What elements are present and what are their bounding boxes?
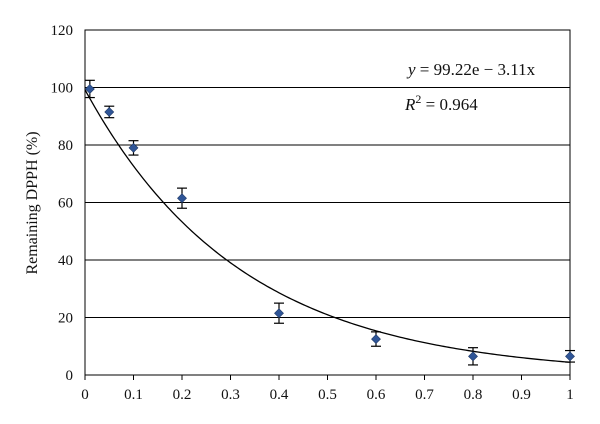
equation-y-var: y (406, 60, 416, 79)
x-tick-label: 0.5 (318, 387, 337, 403)
equation-body: = 99.22e − 3.11x (416, 60, 536, 79)
y-tick-labels: 0 20 40 60 80 100 120 (51, 23, 74, 384)
x-tick-label: 0.3 (221, 387, 240, 403)
data-point (565, 351, 575, 362)
data-point (468, 351, 478, 362)
data-point (371, 334, 381, 344)
r2-value: = 0.964 (421, 95, 478, 114)
y-tick-label: 40 (58, 253, 73, 269)
data-point (177, 193, 187, 204)
x-tick-label: 0.2 (173, 387, 192, 403)
data-point (274, 308, 284, 319)
y-tick-label: 20 (58, 311, 73, 327)
y-tick-label: 80 (58, 138, 73, 154)
data-point (128, 142, 139, 153)
x-tick-label: 0.6 (367, 387, 386, 403)
fit-curve (84, 89, 571, 363)
x-tick-label: 0.9 (512, 387, 531, 403)
data-points (84, 84, 575, 362)
x-tick-label: 1 (566, 387, 574, 403)
data-point (84, 84, 95, 94)
y-tick-label: 60 (58, 196, 73, 212)
x-tick-label: 0.8 (464, 387, 483, 403)
r2-label: R (404, 95, 416, 114)
x-tick-label: 0 (81, 387, 89, 403)
fit-curve-group (84, 89, 571, 363)
y-tick-label: 120 (51, 23, 74, 39)
r2-superscript: 2 (415, 92, 421, 106)
x-tick-label: 0.7 (415, 387, 434, 403)
x-tick-label: 0.1 (124, 387, 143, 403)
y-tick-label: 0 (66, 368, 74, 384)
x-tick-label: 0.4 (270, 387, 289, 403)
r-squared: R2 = 0.964 (404, 92, 478, 114)
y-tick-label: 100 (51, 81, 74, 97)
gridlines (85, 87, 570, 318)
y-axis-label: Remaining DPPH (%) (24, 131, 41, 274)
data-point (104, 107, 115, 117)
fit-equation: y = 99.22e − 3.11x (406, 60, 536, 79)
x-tick-labels: 0 0.1 0.2 0.3 0.4 0.5 0.6 0.7 0.8 0.9 1 (81, 375, 574, 403)
